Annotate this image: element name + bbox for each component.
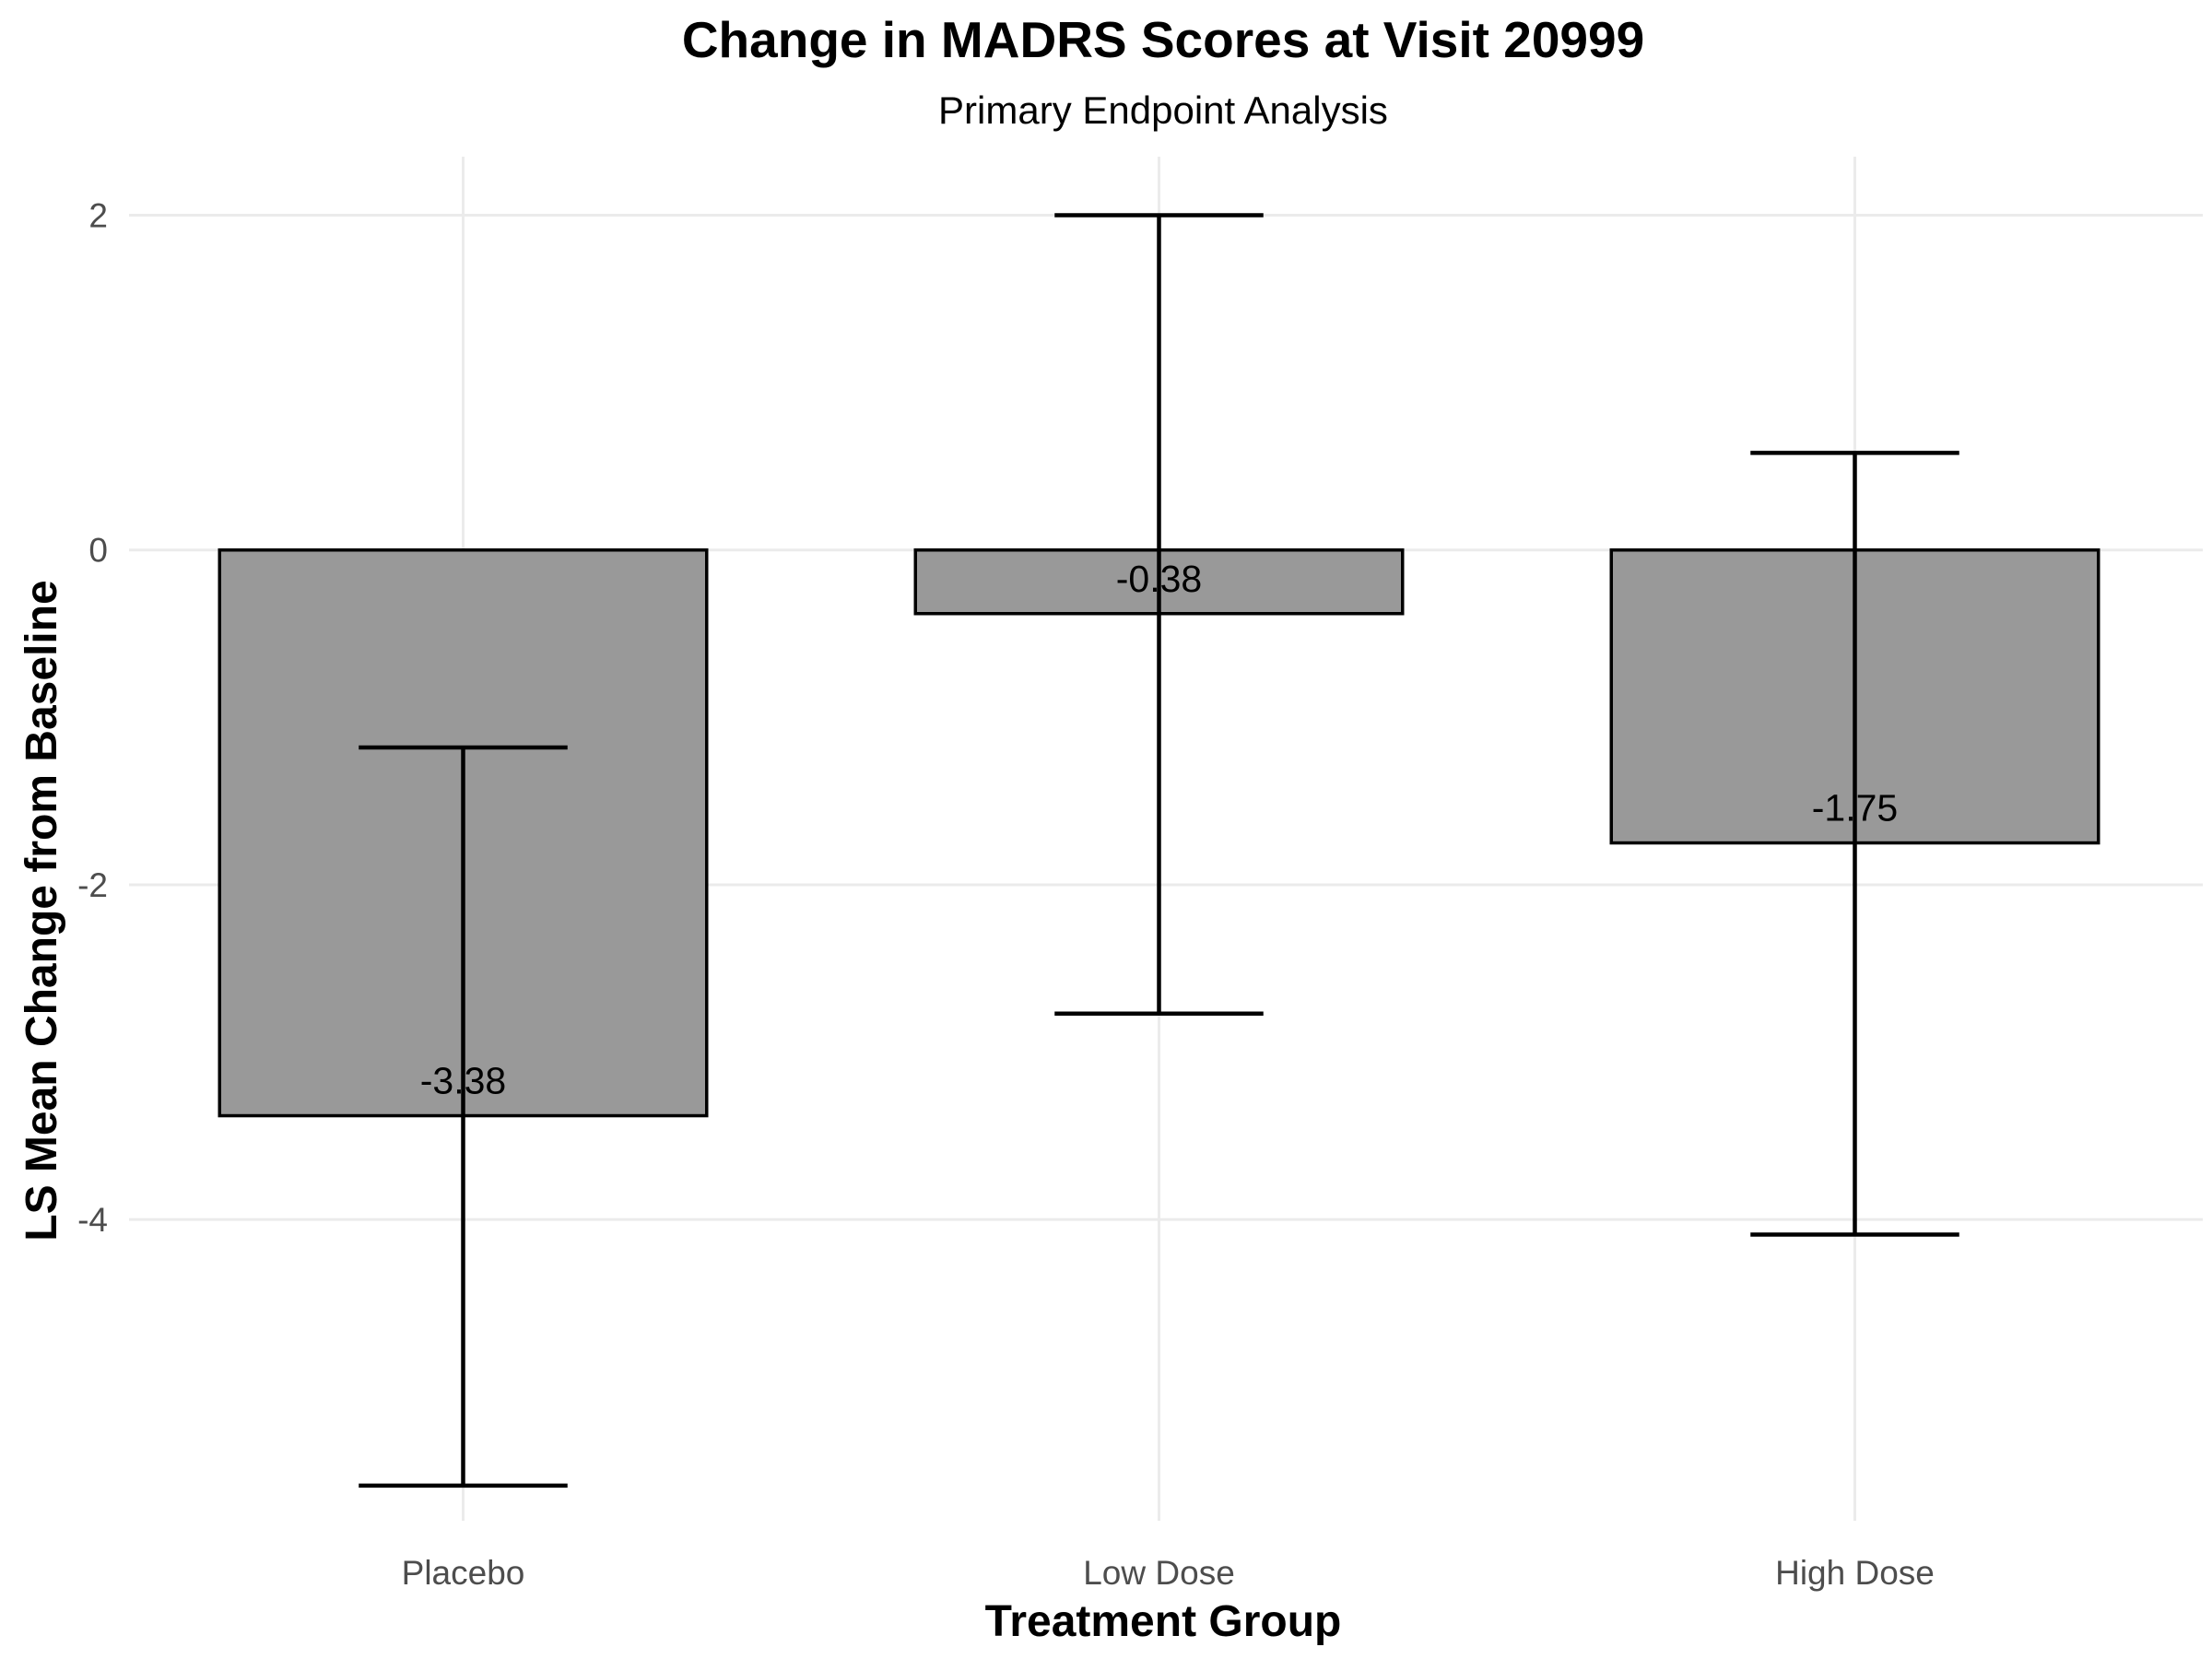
y-axis-ticks: 2 0 -2 -4	[77, 197, 108, 1240]
y-tick-label: 0	[88, 532, 108, 570]
chart-subtitle: Primary Endpoint Analysis	[938, 88, 1388, 132]
data-label: -1.75	[1812, 787, 1898, 830]
y-axis-title: LS Mean Change from Baseline	[18, 580, 66, 1241]
error-bars-layer	[359, 213, 1959, 1488]
y-tick-label: -2	[77, 866, 108, 904]
y-tick-label: -4	[77, 1201, 108, 1239]
x-axis-ticks: Placebo Low Dose High Dose	[402, 1554, 1935, 1592]
x-tick-label: High Dose	[1775, 1554, 1935, 1592]
x-tick-label: Placebo	[402, 1554, 525, 1592]
data-label: -3.38	[420, 1060, 506, 1102]
data-label: -0.38	[1116, 558, 1202, 600]
data-labels-layer: -3.38 -0.38 -1.75	[420, 558, 1898, 1102]
x-tick-label: Low Dose	[1083, 1554, 1235, 1592]
x-axis-title: Treatment Group	[985, 1597, 1342, 1646]
chart-title: Change in MADRS Scores at Visit 20999	[682, 11, 1644, 68]
y-tick-label: 2	[88, 197, 108, 235]
